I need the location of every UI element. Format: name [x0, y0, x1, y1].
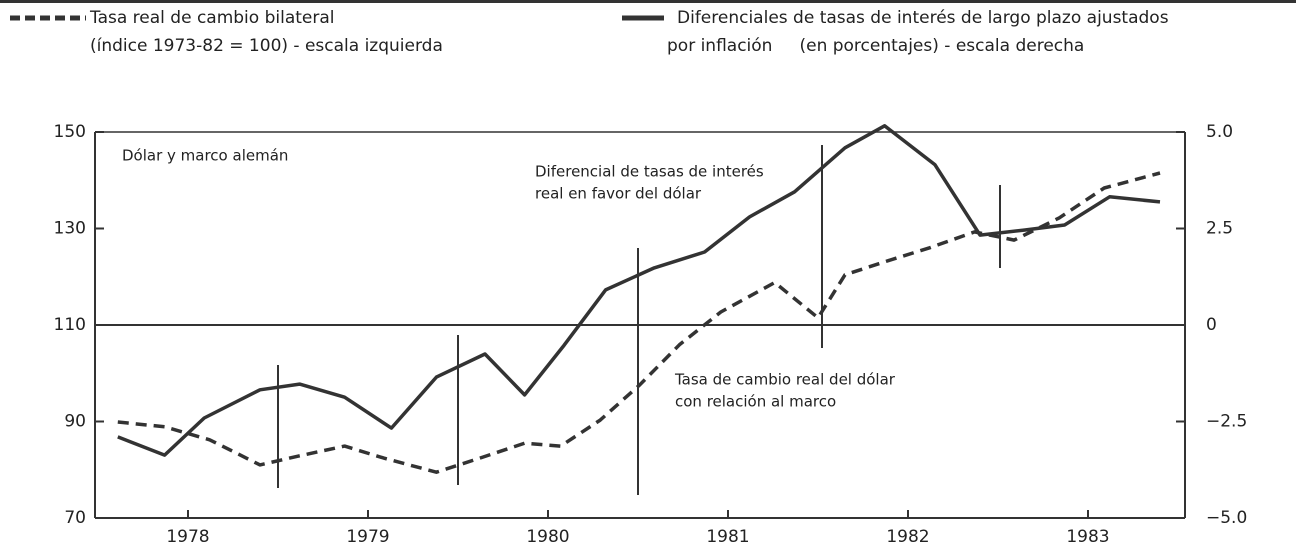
top-rule [0, 0, 1296, 3]
panel-label: Dólar y marco alemán [122, 147, 288, 165]
y-tick-label: 110 [54, 315, 86, 335]
legend-note: (índice 1973-82 = 100) - escala izquierd… [90, 36, 443, 56]
y-tick-label: 90 [64, 412, 86, 432]
annotation: Diferencial de tasas de interés [535, 163, 764, 181]
series-line [117, 171, 1161, 474]
legend-label: Diferenciales de tasas de interés de lar… [677, 8, 1169, 28]
x-tick-label: 1983 [1066, 527, 1109, 547]
y2-tick-label: 2.5 [1206, 219, 1233, 239]
x-tick-label: 1978 [166, 527, 209, 547]
y2-tick-label: −2.5 [1206, 412, 1247, 432]
x-tick-label: 1981 [706, 527, 749, 547]
x-tick-label: 1980 [526, 527, 569, 547]
series-line [117, 124, 1161, 457]
y2-tick-label: −5.0 [1206, 508, 1247, 528]
y-tick-label: 150 [54, 122, 86, 142]
annotation: real en favor del dólar [535, 185, 702, 203]
legend-label: Tasa real de cambio bilateral [89, 8, 335, 28]
x-tick-label: 1982 [886, 527, 929, 547]
x-tick-label: 1979 [346, 527, 389, 547]
y2-tick-label: 5.0 [1206, 122, 1233, 142]
y2-tick-label: 0 [1206, 315, 1217, 335]
legend-note: por inflación (en porcentajes) - escala … [667, 36, 1084, 56]
y-tick-label: 70 [64, 508, 86, 528]
annotation: con relación al marco [675, 393, 836, 411]
y-tick-label: 130 [54, 219, 86, 239]
annotation: Tasa de cambio real del dólar [674, 371, 896, 389]
